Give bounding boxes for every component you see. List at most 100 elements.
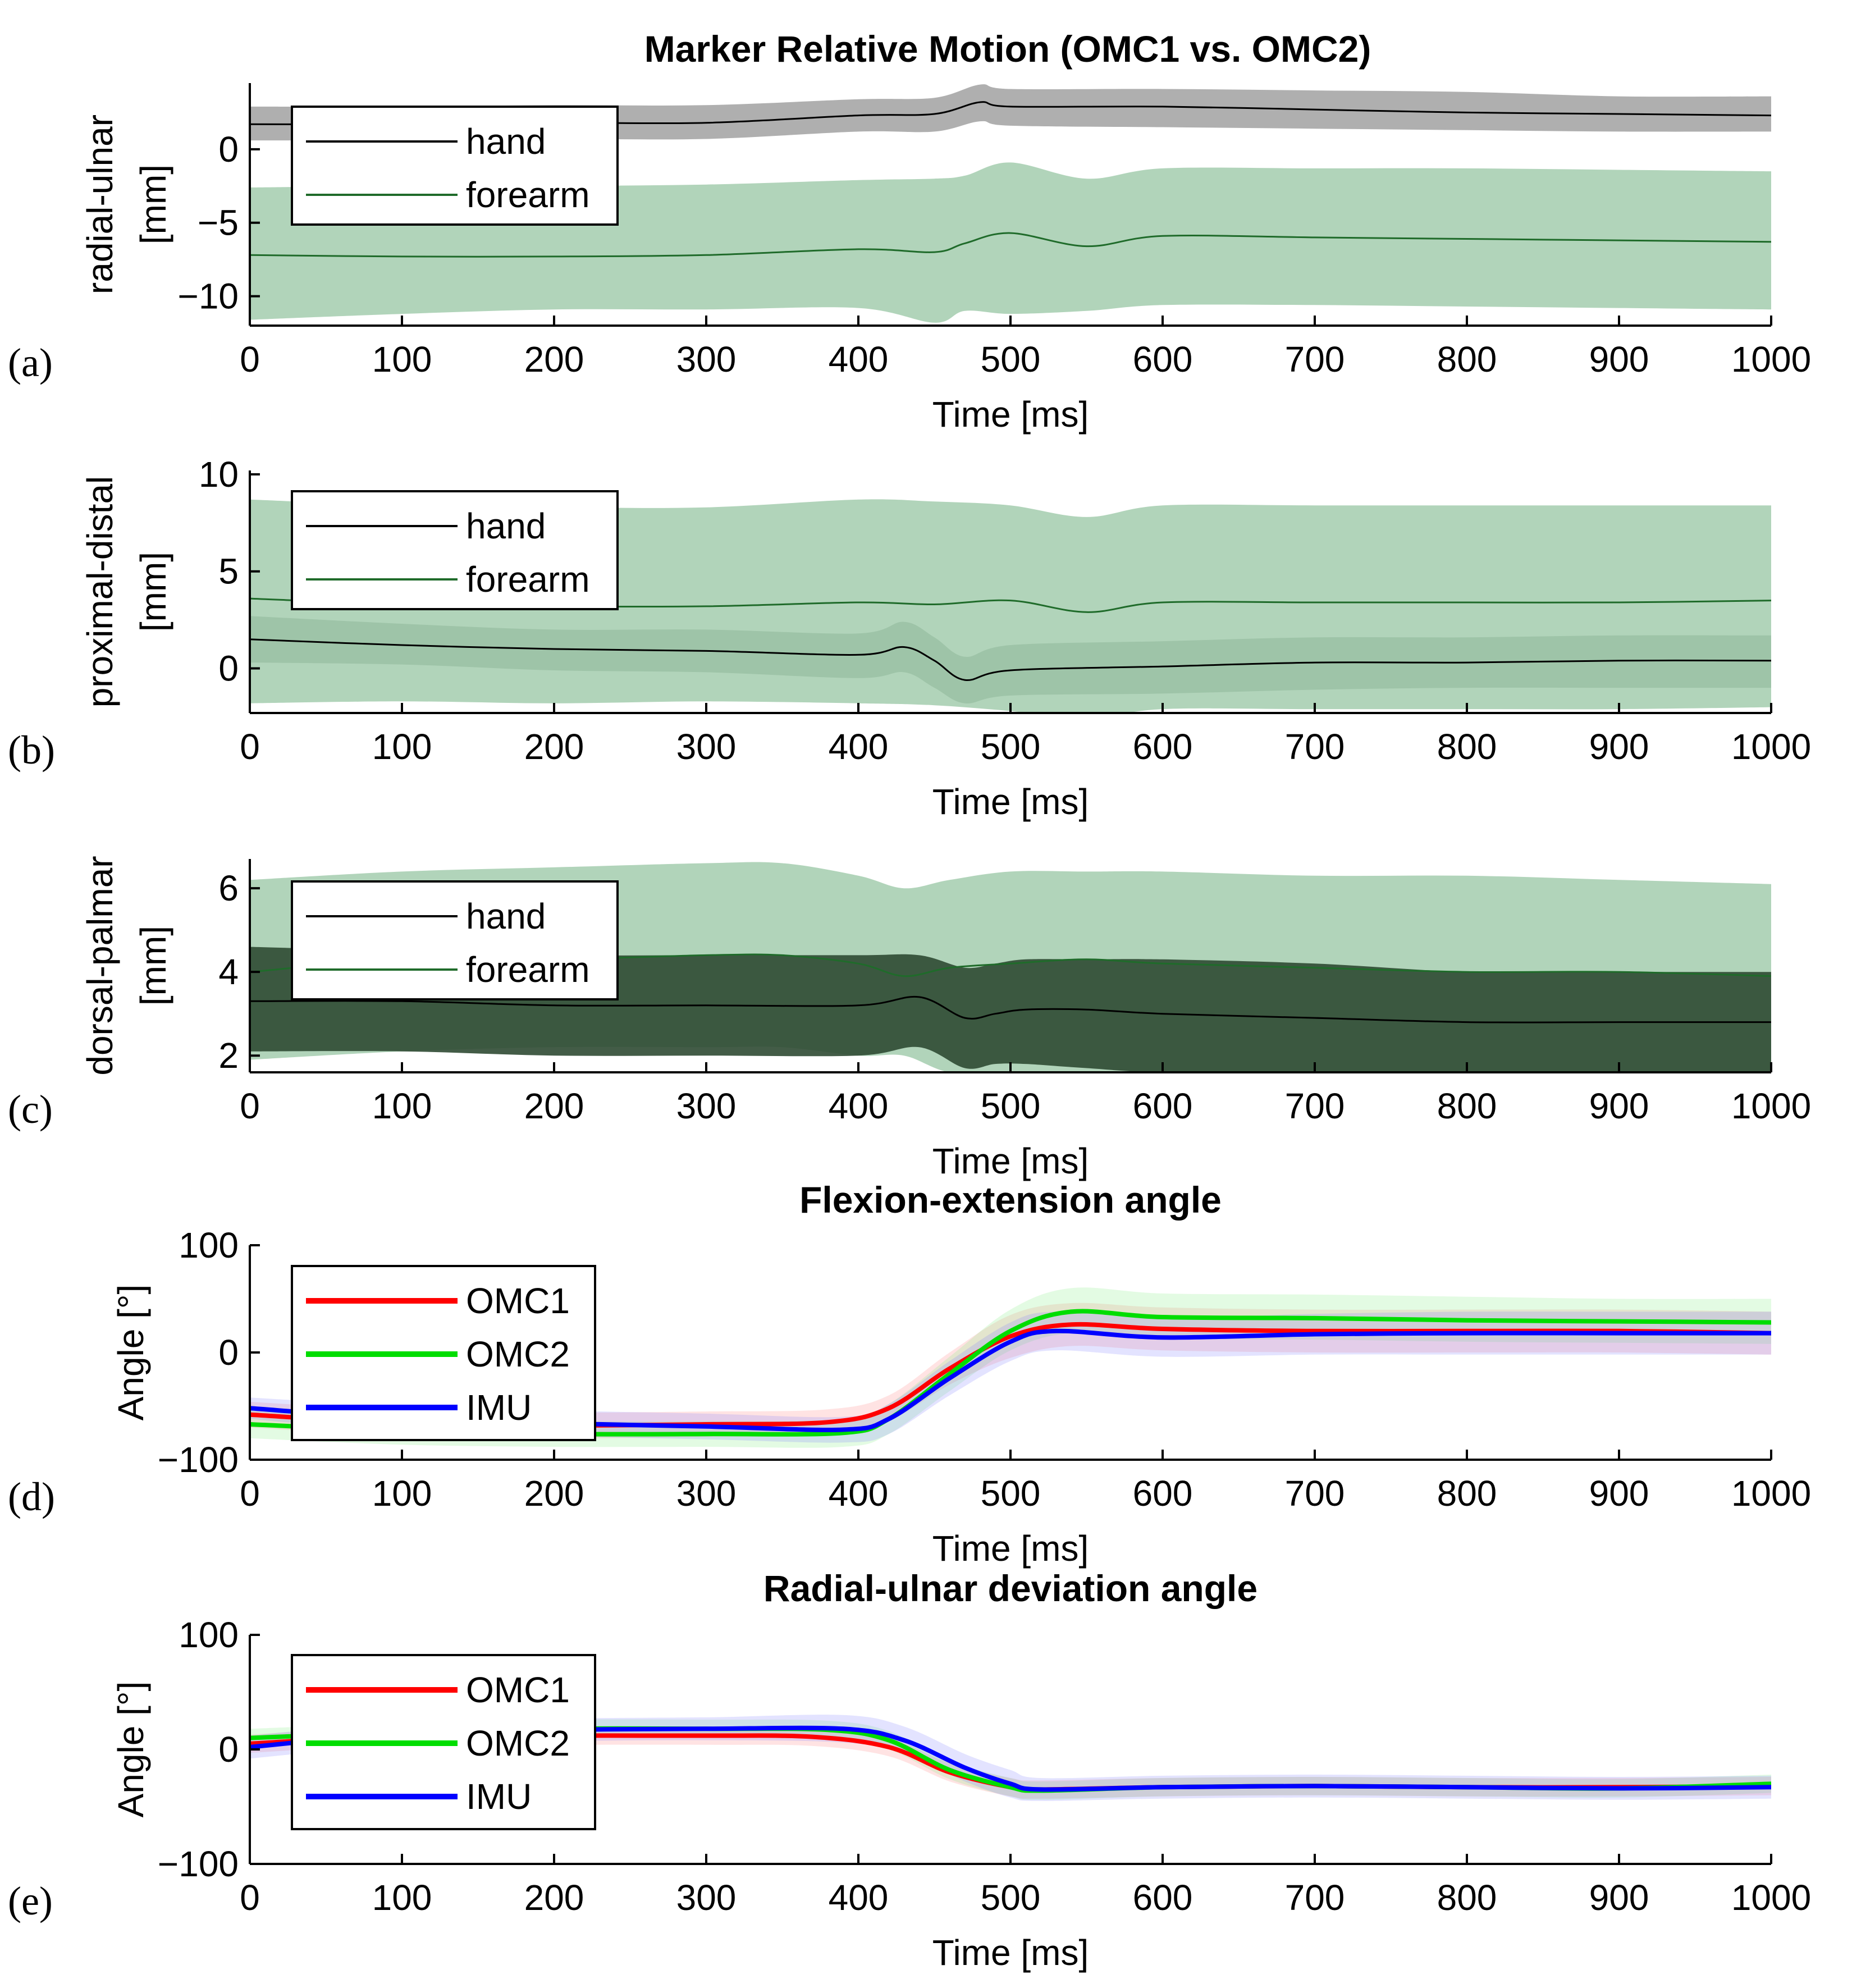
x-tick-label: 100 [372, 1877, 432, 1918]
x-tick-label: 500 [981, 1877, 1041, 1918]
x-tick-label: 0 [240, 1086, 260, 1126]
x-tick-label: 800 [1437, 339, 1497, 380]
x-tick-label: 1000 [1731, 726, 1811, 767]
band-OMC1 [250, 1303, 1771, 1438]
x-tick-label: 1000 [1731, 1877, 1811, 1918]
x-tick-label: 700 [1285, 1473, 1345, 1514]
y-axis-label: radial-ulnar [80, 115, 120, 294]
x-tick-label: 700 [1285, 339, 1345, 380]
panel-label: (c) [8, 1087, 53, 1132]
x-tick-label: 1000 [1731, 1086, 1811, 1126]
plot-area [250, 499, 1771, 713]
legend: hand forearm [291, 880, 619, 1000]
panel-label: (e) [8, 1879, 53, 1923]
band-OMC1 [250, 1726, 1771, 1799]
x-tick-label: 100 [372, 726, 432, 767]
y-tick-label: 6 [218, 868, 239, 908]
subplot-title: Flexion-extension angle [799, 1179, 1222, 1221]
x-tick-label: 100 [372, 339, 432, 380]
x-tick-label: 200 [524, 1473, 584, 1514]
band-OMC2 [250, 1287, 1771, 1448]
x-tick-label: 900 [1589, 339, 1649, 380]
y-tick-label: −100 [158, 1439, 239, 1480]
x-tick-label: 200 [524, 726, 584, 767]
panel-b: 0 100 200 300 400 500 600 700 800 900 1000 0 5 10 Time… [8, 454, 1811, 822]
y-tick-label: 100 [179, 1615, 239, 1655]
legend-label-OMC1: OMC1 [466, 1670, 570, 1710]
legend: OMC1 OMC2 IMU [291, 1265, 596, 1441]
y-tick-label: −10 [177, 276, 239, 317]
x-tick-label: 700 [1285, 1086, 1345, 1126]
y-tick-label: 0 [218, 648, 239, 689]
legend-box [291, 490, 619, 610]
x-tick-label: 200 [524, 1877, 584, 1918]
legend-label-OMC1: OMC1 [466, 1281, 570, 1321]
panel-label: (b) [8, 728, 55, 773]
band-hand [250, 84, 1771, 141]
x-tick-label: 0 [240, 339, 260, 380]
x-tick-label: 600 [1133, 726, 1193, 767]
legend-label-hand: hand [466, 506, 546, 546]
x-tick-label: 300 [676, 1473, 737, 1514]
x-tick-label: 800 [1437, 1473, 1497, 1514]
x-tick-label: 500 [981, 1473, 1041, 1514]
legend-box [291, 880, 619, 1000]
legend-label-OMC2: OMC2 [466, 1334, 570, 1374]
x-tick-label: 900 [1589, 1877, 1649, 1918]
y-tick-label: 100 [179, 1225, 239, 1265]
panels: 0 100 200 300 400 500 600 700 800 900 1000−10−50Ti… [8, 83, 1811, 1973]
x-tick-label: 500 [981, 1086, 1041, 1126]
x-tick-label: 100 [372, 1473, 432, 1514]
panel-c: 0 100 200 300 400 500 600 700 800 900 1000 2 4 6 Time … [8, 856, 1811, 1181]
main-title: Marker Relative Motion (OMC1 vs. OMC2) [644, 28, 1371, 70]
y-axis-unit: [mm] [133, 552, 173, 632]
legend-label-OMC2: OMC2 [466, 1723, 570, 1763]
panel-label: (a) [8, 340, 53, 385]
band-OMC2 [250, 1719, 1771, 1800]
x-tick-label: 100 [372, 1086, 432, 1126]
x-axis-label: Time [ms] [932, 1141, 1089, 1181]
x-tick-label: 400 [829, 726, 889, 767]
band-IMU [250, 1311, 1771, 1443]
x-tick-label: 500 [981, 339, 1041, 380]
legend-label-hand: hand [466, 896, 546, 936]
legend: hand forearm [291, 490, 619, 610]
x-tick-label: 600 [1133, 1877, 1193, 1918]
line-hand [250, 638, 1771, 682]
x-tick-label: 0 [240, 1473, 260, 1514]
band-hand [250, 947, 1771, 1072]
y-axis-label: Angle [°] [111, 1285, 151, 1421]
x-tick-label: 1000 [1731, 339, 1811, 380]
x-tick-label: 400 [829, 1877, 889, 1918]
y-tick-label: 10 [199, 454, 239, 495]
x-tick-label: 600 [1133, 1086, 1193, 1126]
x-tick-label: 900 [1589, 1473, 1649, 1514]
x-tick-label: 700 [1285, 726, 1345, 767]
y-tick-label: −5 [198, 203, 239, 243]
legend: OMC1 OMC2 IMU [291, 1654, 596, 1830]
band-forearm [250, 499, 1771, 713]
x-tick-label: 300 [676, 726, 737, 767]
x-tick-label: 0 [240, 726, 260, 767]
y-tick-label: 0 [218, 129, 239, 170]
x-tick-label: 800 [1437, 726, 1497, 767]
y-axis-label: proximal-distal [80, 476, 120, 708]
y-tick-label: 4 [218, 952, 239, 992]
legend: hand forearm [291, 106, 619, 226]
panel-a: 0 100 200 300 400 500 600 700 800 900 1000 −10 −5 0 Ti… [8, 83, 1811, 435]
y-tick-label: 2 [218, 1035, 239, 1076]
x-tick-label: 200 [524, 1086, 584, 1126]
line-forearm [250, 232, 1771, 258]
legend-label-IMU: IMU [466, 1387, 532, 1428]
y-axis-unit: [mm] [133, 926, 173, 1006]
panel-d: Flexion-extension angle 0 100 200 300 400 500 6… [8, 1179, 1811, 1569]
legend-box [291, 106, 619, 226]
x-axis-label: Time [ms] [932, 1932, 1089, 1973]
x-tick-label: 200 [524, 339, 584, 380]
x-tick-label: 1000 [1731, 1473, 1811, 1514]
legend-label-forearm: forearm [466, 559, 590, 600]
x-tick-label: 400 [829, 1086, 889, 1126]
x-axis-label: Time [ms] [932, 394, 1089, 435]
plot-area [250, 862, 1771, 1072]
